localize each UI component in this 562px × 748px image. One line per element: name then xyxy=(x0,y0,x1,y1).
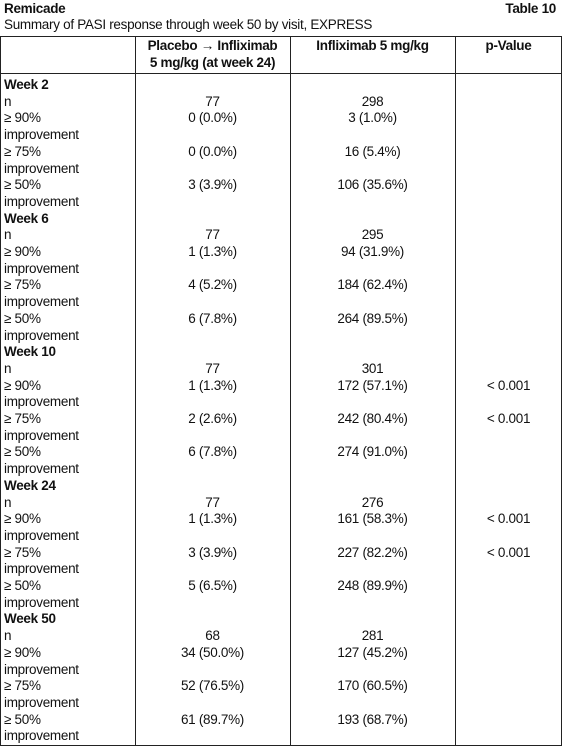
row-label: ≥ 90% xyxy=(4,110,41,126)
cell-value: 3 (3.9%) xyxy=(188,544,237,560)
row-label: improvement xyxy=(4,193,79,209)
row-label: improvement xyxy=(4,561,79,577)
cell-value: 1 (1.3%) xyxy=(188,511,237,527)
row-label: improvement xyxy=(4,594,79,610)
cell-value: 172 (57.1%) xyxy=(337,377,408,393)
row-label: improvement xyxy=(4,160,79,176)
cell-value: 248 (89.9%) xyxy=(337,578,408,593)
row-label: ≥ 75% xyxy=(4,143,41,159)
table-label: Table 10 xyxy=(505,1,556,16)
cell-value: 184 (62.4%) xyxy=(337,277,408,293)
cell-value: 106 (35.6%) xyxy=(337,177,408,193)
rule xyxy=(0,36,1,746)
row-label: n xyxy=(4,494,12,510)
row-label: ≥ 75% xyxy=(4,678,41,694)
cell-value: 276 xyxy=(361,494,384,510)
cell-value: 161 (58.3%) xyxy=(337,511,408,527)
subtitle: Summary of PASI response through week 50… xyxy=(4,17,373,32)
row-label: ≥ 50% xyxy=(4,444,41,460)
cell-value: 295 xyxy=(361,227,384,243)
cell-value: 1 (1.3%) xyxy=(188,244,237,259)
cell-value: 77 xyxy=(205,227,220,243)
row-label: improvement xyxy=(4,127,79,143)
cell-value: 170 (60.5%) xyxy=(337,678,408,694)
row-label: ≥ 50% xyxy=(4,177,41,193)
group-label: Week 50 xyxy=(4,611,56,627)
group-label: Week 6 xyxy=(4,210,49,226)
row-label: improvement xyxy=(4,294,79,310)
cell-value: 6 (7.8%) xyxy=(188,310,237,326)
rule xyxy=(0,73,562,74)
cell-value: 127 (45.2%) xyxy=(337,644,408,660)
column-header: p-Value xyxy=(485,38,532,53)
cell-value: 5 (6.5%) xyxy=(188,578,237,593)
column-header: 5 mg/kg (at week 24) xyxy=(149,54,276,70)
row-label: improvement xyxy=(4,461,79,477)
cell-value: 52 (76.5%) xyxy=(180,678,245,694)
rule xyxy=(455,36,456,746)
rule xyxy=(0,36,562,37)
cell-value: 281 xyxy=(361,628,384,644)
cell-value: 2 (2.6%) xyxy=(188,411,237,426)
rule xyxy=(135,36,136,746)
row-label: ≥ 90% xyxy=(4,644,41,660)
cell-value: 16 (5.4%) xyxy=(344,143,401,159)
row-label: n xyxy=(4,360,12,376)
cell-value: 0 (0.0%) xyxy=(188,110,237,126)
row-label: improvement xyxy=(4,661,79,677)
row-label: n xyxy=(4,628,12,644)
cell-value: 77 xyxy=(205,360,220,376)
row-label: ≥ 75% xyxy=(4,411,41,426)
cell-value: 94 (31.9%) xyxy=(340,244,405,259)
row-label: improvement xyxy=(4,694,79,710)
cell-value: 77 xyxy=(205,494,220,510)
cell-value: 301 xyxy=(361,360,384,376)
row-label: improvement xyxy=(4,427,79,443)
row-label: n xyxy=(4,93,12,109)
rule xyxy=(290,36,291,746)
cell-value: 298 xyxy=(361,93,384,109)
group-label: Week 24 xyxy=(4,477,56,493)
row-label: ≥ 90% xyxy=(4,377,41,393)
row-label: ≥ 90% xyxy=(4,511,41,527)
cell-value: < 0.001 xyxy=(486,377,531,393)
cell-value: < 0.001 xyxy=(486,511,531,527)
row-label: ≥ 50% xyxy=(4,711,41,727)
cell-value: 6 (7.8%) xyxy=(188,444,237,460)
column-header: Infliximab 5 mg/kg xyxy=(316,38,429,53)
row-label: ≥ 90% xyxy=(4,244,41,259)
row-label: improvement xyxy=(4,394,79,410)
row-label: ≥ 50% xyxy=(4,578,41,593)
cell-value: 77 xyxy=(205,93,220,109)
cell-value: 1 (1.3%) xyxy=(188,377,237,393)
cell-value: < 0.001 xyxy=(486,411,531,426)
rule xyxy=(0,745,562,746)
cell-value: 3 (1.0%) xyxy=(348,110,397,126)
cell-value: 4 (5.2%) xyxy=(188,277,237,293)
row-label: ≥ 75% xyxy=(4,277,41,293)
cell-value: 274 (91.0%) xyxy=(337,444,408,460)
row-label: improvement xyxy=(4,728,79,744)
group-label: Week 10 xyxy=(4,344,56,360)
cell-value: 242 (80.4%) xyxy=(337,411,408,426)
cell-value: 193 (68.7%) xyxy=(337,711,408,727)
cell-value: 34 (50.0%) xyxy=(180,644,245,660)
doc-title: Remicade xyxy=(4,1,66,16)
cell-value: 227 (82.2%) xyxy=(337,544,408,560)
cell-value: 0 (0.0%) xyxy=(188,143,237,159)
row-label: ≥ 75% xyxy=(4,544,41,560)
column-header: Placebo → Infliximab xyxy=(147,38,278,53)
cell-value: 264 (89.5%) xyxy=(337,310,408,326)
row-label: ≥ 50% xyxy=(4,310,41,326)
row-label: improvement xyxy=(4,527,79,543)
cell-value: 61 (89.7%) xyxy=(180,711,245,727)
row-label: improvement xyxy=(4,260,79,276)
row-label: n xyxy=(4,227,12,243)
cell-value: < 0.001 xyxy=(486,544,531,560)
cell-value: 3 (3.9%) xyxy=(188,177,237,193)
cell-value: 68 xyxy=(205,628,220,644)
group-label: Week 2 xyxy=(4,77,49,92)
row-label: improvement xyxy=(4,327,79,343)
